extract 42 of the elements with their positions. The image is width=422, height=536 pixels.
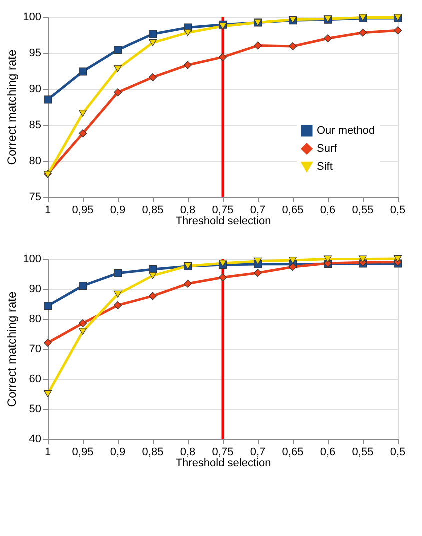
x-tick-label: 0,95 <box>72 204 94 216</box>
x-tick-label: 0,65 <box>282 204 304 216</box>
x-tick-label: 0,9 <box>110 446 126 458</box>
y-tick-label: 50 <box>29 404 42 416</box>
x-tick-label: 0,7 <box>250 446 266 458</box>
x-tick-label: 0,85 <box>142 204 164 216</box>
x-tick-label: 0,65 <box>282 446 304 458</box>
x-tick-label: 0,6 <box>320 204 336 216</box>
x-tick-label: 0,8 <box>180 446 196 458</box>
x-tick-label: 0,75 <box>212 446 234 458</box>
y-tick-label: 80 <box>29 156 42 168</box>
y-axis-title: Correct matching rate <box>5 49 20 166</box>
x-tick-label: 0,9 <box>110 204 126 216</box>
x-tick-label: 0,5 <box>390 446 406 458</box>
x-tick-label: 1 <box>44 446 52 458</box>
x-axis-title: Threshold selection <box>176 458 272 470</box>
y-tick-label: 80 <box>29 314 42 326</box>
legend-label: Our method <box>317 125 376 137</box>
legend-label: Surf <box>317 143 338 155</box>
y-axis-title: Correct matching rate <box>5 291 20 408</box>
y-tick-label: 75 <box>29 192 42 204</box>
y-tick-label: 70 <box>29 344 42 356</box>
x-tick-label: 0,95 <box>72 446 94 458</box>
y-tick-label: 90 <box>29 84 42 96</box>
x-tick-label: 0,5 <box>390 204 406 216</box>
y-tick-label: 85 <box>29 120 42 132</box>
x-tick-label: 0,8 <box>180 204 196 216</box>
y-tick-label: 60 <box>29 374 42 386</box>
x-tick-label: 0,7 <box>250 204 266 216</box>
y-tick-label: 40 <box>29 434 42 446</box>
x-axis-title: Threshold selection <box>176 216 272 228</box>
y-tick-label: 90 <box>29 284 42 296</box>
x-tick-label: 0,75 <box>212 204 234 216</box>
x-tick-label: 1 <box>44 204 52 216</box>
legend-label: Sift <box>317 161 333 173</box>
y-tick-label: 100 <box>23 12 42 24</box>
x-tick-label: 0,6 <box>320 446 336 458</box>
x-tick-label: 0,55 <box>352 204 374 216</box>
y-tick-label: 100 <box>23 254 42 266</box>
y-tick-label: 95 <box>29 48 42 60</box>
x-tick-label: 0,55 <box>352 446 374 458</box>
x-tick-label: 0,85 <box>142 446 164 458</box>
